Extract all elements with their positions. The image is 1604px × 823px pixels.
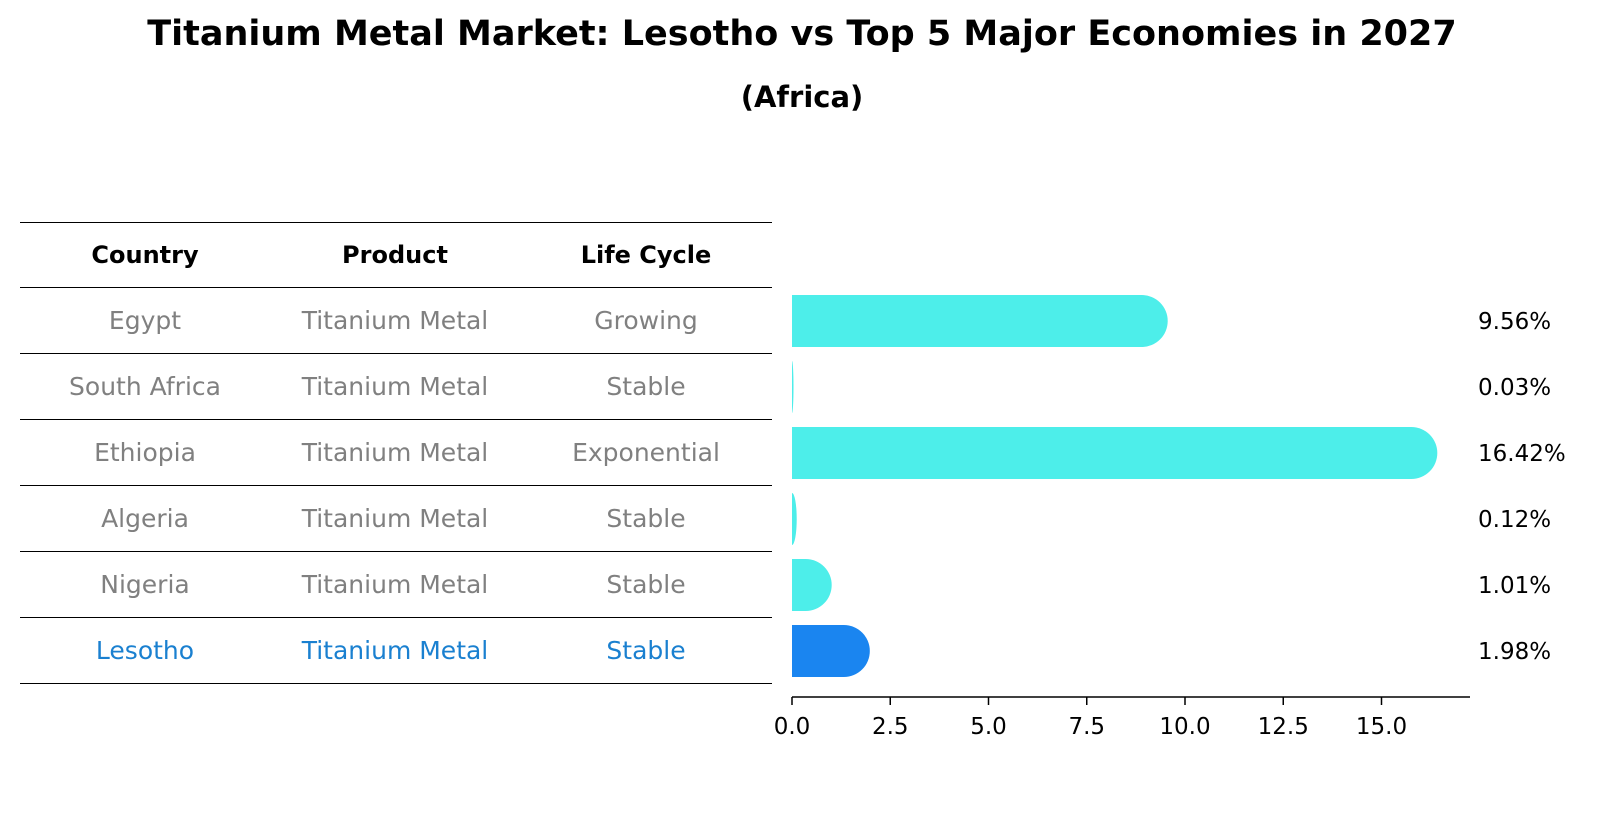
cell-product: Titanium Metal — [301, 438, 489, 467]
bar-algeria — [792, 493, 797, 545]
header-country: Country — [91, 241, 199, 269]
cell-country: Algeria — [101, 504, 189, 533]
cell-life-cycle: Exponential — [572, 438, 720, 467]
table-header-row: Country Product Life Cycle — [20, 222, 772, 288]
x-tick-label: 2.5 — [872, 714, 909, 740]
value-label: 16.42% — [1478, 441, 1566, 467]
cell-product: Titanium Metal — [301, 372, 489, 401]
x-tick-label: 15.0 — [1356, 714, 1407, 740]
header-product: Product — [342, 241, 448, 269]
cell-product: Titanium Metal — [301, 504, 489, 533]
cell-country: Egypt — [108, 306, 182, 335]
header-life-cycle: Life Cycle — [580, 241, 712, 269]
value-label: 0.03% — [1478, 375, 1551, 401]
cell-country: Lesotho — [95, 636, 195, 665]
table-row: South Africa Titanium Metal Stable — [20, 354, 772, 420]
cell-country: Nigeria — [100, 570, 190, 599]
bar-lesotho — [792, 625, 870, 677]
cell-life-cycle: Stable — [606, 504, 686, 533]
table-row: Ethiopia Titanium Metal Exponential — [20, 420, 772, 486]
value-label: 1.98% — [1478, 639, 1551, 665]
bar-south-africa — [792, 361, 794, 413]
x-tick-label: 5.0 — [970, 714, 1007, 740]
value-label: 0.12% — [1478, 507, 1551, 533]
cell-country: Ethiopia — [94, 438, 196, 467]
cell-life-cycle: Stable — [606, 570, 686, 599]
table-row: Nigeria Titanium Metal Stable — [20, 552, 772, 618]
cell-life-cycle: Stable — [606, 636, 686, 665]
chart-title: Titanium Metal Market: Lesotho vs Top 5 … — [147, 14, 1457, 54]
table-row: Algeria Titanium Metal Stable — [20, 486, 772, 552]
value-label: 1.01% — [1478, 573, 1551, 599]
cell-life-cycle: Stable — [606, 372, 686, 401]
cell-product: Titanium Metal — [301, 570, 489, 599]
value-label: 9.56% — [1478, 309, 1551, 335]
x-tick-label: 7.5 — [1068, 714, 1105, 740]
data-table: Country Product Life Cycle Egypt Titaniu… — [20, 222, 772, 684]
x-tick-label: 12.5 — [1258, 714, 1309, 740]
chart-subtitle: (Africa) — [740, 80, 864, 114]
cell-product: Titanium Metal — [301, 306, 489, 335]
bar-nigeria — [792, 559, 832, 611]
cell-product: Titanium Metal — [301, 636, 489, 665]
cell-life-cycle: Growing — [594, 306, 698, 335]
table-row-highlighted: Lesotho Titanium Metal Stable — [20, 618, 772, 684]
x-tick-label: 0.0 — [774, 714, 811, 740]
table-row: Egypt Titanium Metal Growing — [20, 288, 772, 354]
cell-country: South Africa — [69, 372, 221, 401]
x-tick-label: 10.0 — [1159, 714, 1210, 740]
bar-ethiopia — [792, 427, 1438, 479]
bar-egypt — [792, 295, 1168, 347]
